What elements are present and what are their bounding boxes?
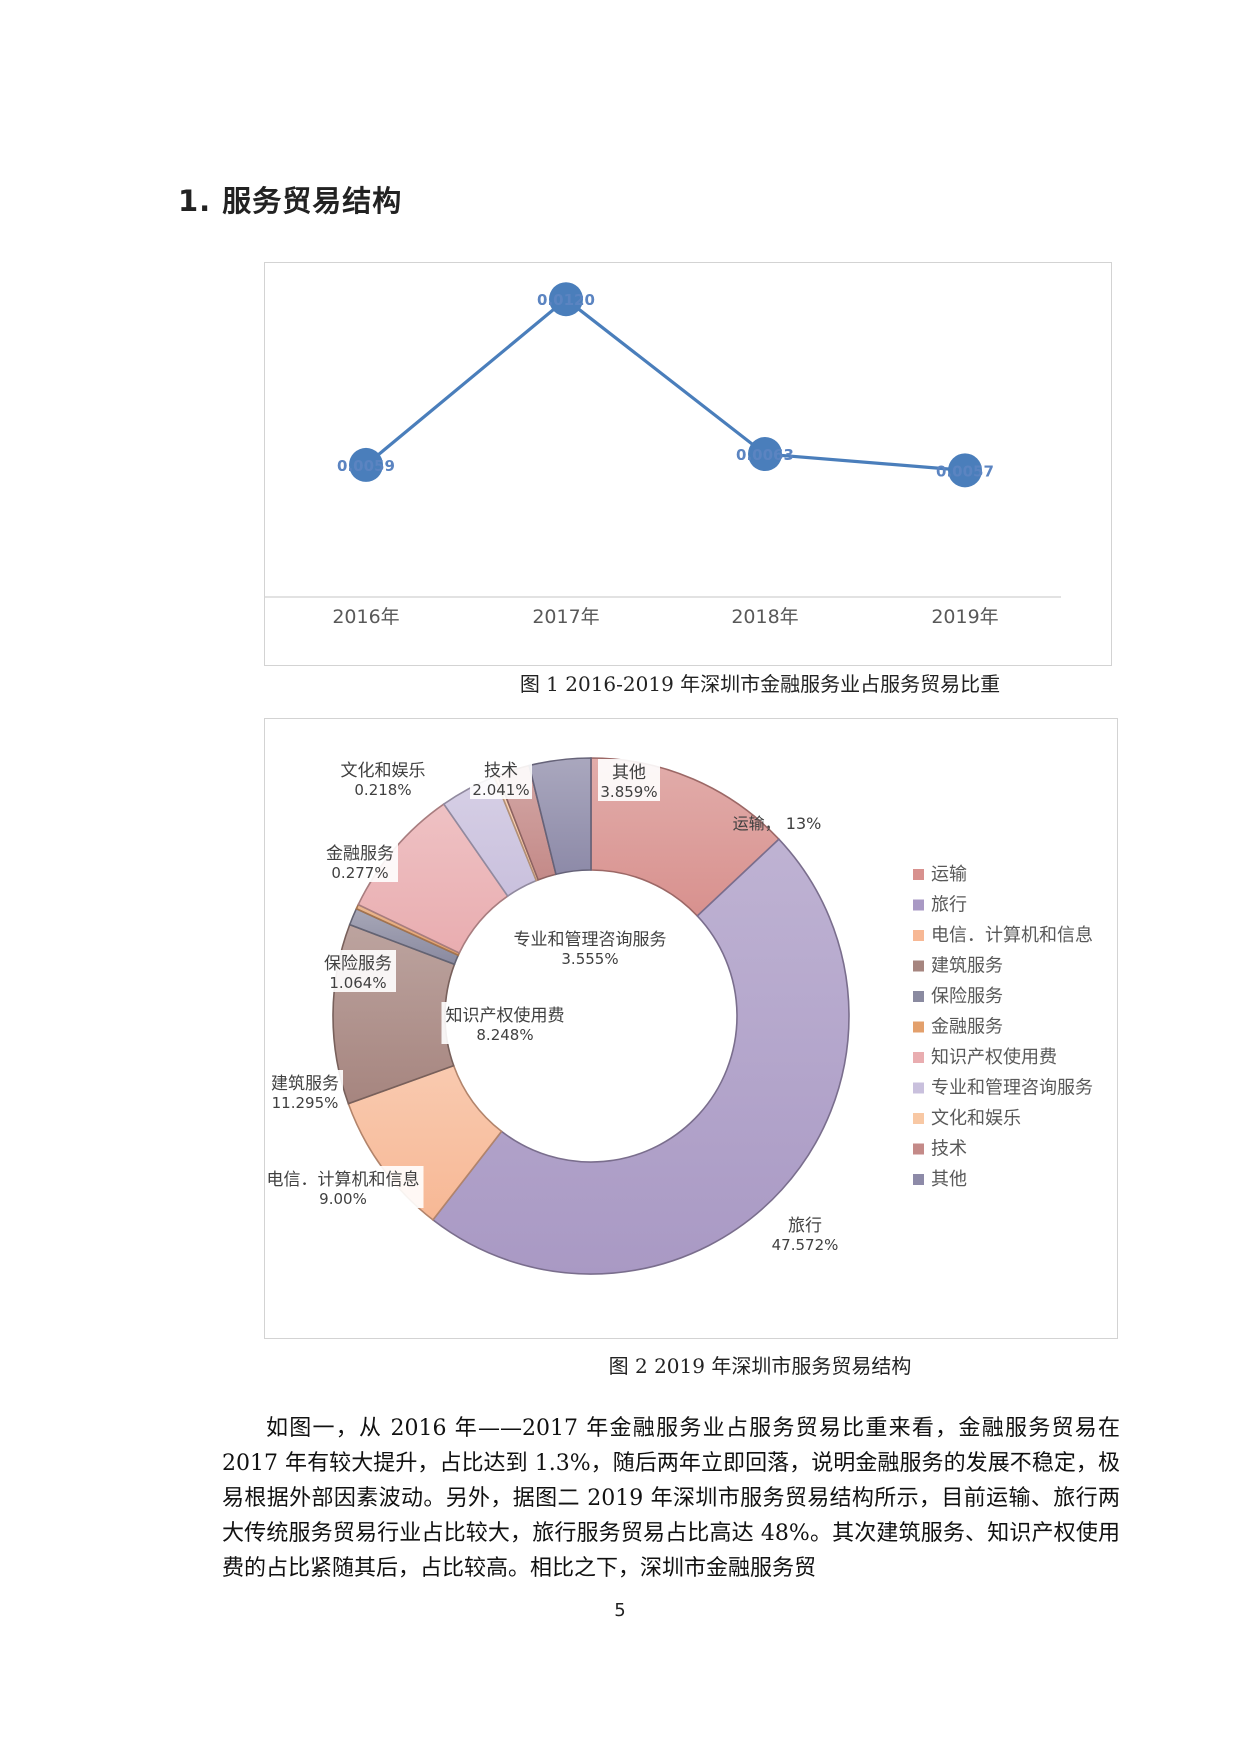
body-paragraph-block: 如图一，从 2016 年——2017 年金融服务业占服务贸易比重来看，金融服务贸… xyxy=(222,1411,1120,1586)
slice-label: 专业和管理咨询服务 xyxy=(514,930,667,950)
slice-percentage: 1.064% xyxy=(329,974,386,992)
legend-label: 保险服务 xyxy=(931,986,1003,1007)
legend-swatch xyxy=(913,899,924,911)
page-number: 5 xyxy=(614,1600,626,1621)
slice-percentage: 2.041% xyxy=(472,781,529,799)
line-chart: 0.0059 0.0120 0.0063 0.0057 2016年 2017年 2018年 2… xyxy=(265,282,1061,628)
legend-swatch xyxy=(913,1113,924,1124)
figure-2-caption: 图 2 2019 年深圳市服务贸易结构 xyxy=(608,1354,912,1378)
slice-label-background xyxy=(322,840,398,882)
legend-label: 金融服务 xyxy=(931,1017,1003,1038)
slice-label: 保险服务 xyxy=(324,954,392,974)
line-chart-frame: 0.0059 0.0120 0.0063 0.0057 2016年 2017年 2018年 2… xyxy=(264,262,1112,666)
slice-label: 其他 xyxy=(612,763,646,783)
legend-label: 建筑服务 xyxy=(931,956,1003,977)
x-tick-label: 2018年 xyxy=(731,606,798,628)
legend-swatch xyxy=(913,930,924,941)
slice-percentage: 0.218% xyxy=(354,781,411,799)
legend-label: 技术 xyxy=(931,1139,967,1160)
donut-slice xyxy=(528,757,592,876)
series-line xyxy=(364,297,966,472)
slice-label: 旅行 xyxy=(788,1216,822,1236)
legend-swatch xyxy=(913,1143,924,1155)
slice-percentage: 3.555% xyxy=(561,950,618,968)
legend-swatch xyxy=(913,960,924,972)
donut-chart: 运输， 13%旅行47.572%电信．计算机和信息9.00%建筑服务11.295… xyxy=(262,757,1093,1275)
slice-label-background xyxy=(598,759,660,801)
data-point-label: 0.0057 xyxy=(936,462,994,480)
slice-label: 技术 xyxy=(484,761,518,781)
data-point-marker xyxy=(748,437,782,472)
data-point-label: 0.0063 xyxy=(736,446,794,464)
legend-swatch xyxy=(913,1052,924,1063)
slice-label-background xyxy=(336,757,430,799)
legend-label: 文化和娱乐 xyxy=(931,1108,1021,1129)
legend-label: 运输 xyxy=(931,864,967,885)
legend-swatch xyxy=(913,869,924,880)
legend-label: 其他 xyxy=(931,1169,967,1190)
slice-label-background xyxy=(470,757,532,799)
slice-label: 运输， 13% xyxy=(733,814,822,833)
slice-percentage: 9.00% xyxy=(319,1190,367,1208)
data-point-marker xyxy=(549,282,583,317)
slice-label-background xyxy=(509,926,671,968)
legend-label: 知识产权使用费 xyxy=(931,1047,1057,1068)
slice-label: 电信．计算机和信息 xyxy=(267,1170,420,1190)
slice-percentage: 47.572% xyxy=(772,1236,839,1254)
data-point-label: 0.0120 xyxy=(537,291,595,309)
donut-chart-frame: 运输， 13% 旅行 47.572% 电信．计算机和信息 9.00% 建筑服务 11.295… xyxy=(262,718,1118,1339)
slice-percentage: 3.859% xyxy=(600,783,657,801)
x-tick-label: 2016年 xyxy=(332,606,399,628)
legend-swatch xyxy=(913,991,924,1002)
legend-label: 专业和管理咨询服务 xyxy=(931,1078,1093,1099)
slice-label-background xyxy=(262,1166,424,1208)
slice-label-background xyxy=(769,1212,841,1254)
figure-1-caption: 图 1 2016-2019 年深圳市金融服务业占服务贸易比重 xyxy=(519,672,1001,696)
slice-label: 建筑服务 xyxy=(271,1074,339,1094)
legend-label: 旅行 xyxy=(931,895,967,916)
body-paragraph: 如图一，从 2016 年——2017 年金融服务业占服务贸易比重来看，金融服务贸… xyxy=(222,1416,1120,1581)
data-point-marker xyxy=(349,447,383,482)
legend-swatch xyxy=(913,1082,924,1094)
legend-label: 电信．计算机和信息 xyxy=(931,925,1093,946)
data-point-label: 0.0059 xyxy=(337,457,395,475)
section-heading: 1. 服务贸易结构 xyxy=(178,184,403,218)
legend-swatch xyxy=(913,1174,924,1185)
slice-label: 文化和娱乐 xyxy=(341,761,426,781)
slice-label-background xyxy=(320,950,396,992)
slice-label-background xyxy=(441,1002,569,1044)
x-tick-label: 2017年 xyxy=(532,606,599,628)
slice-percentage: 8.248% xyxy=(476,1026,533,1044)
slice-percentage: 0.277% xyxy=(331,864,388,882)
donut-slice xyxy=(431,838,850,1275)
slice-percentage: 11.295% xyxy=(272,1094,339,1112)
slice-label: 金融服务 xyxy=(326,844,394,864)
x-tick-label: 2019年 xyxy=(931,606,998,628)
slice-label-background xyxy=(267,1070,343,1112)
slice-label: 知识产权使用费 xyxy=(446,1005,565,1026)
legend-swatch xyxy=(913,1021,924,1033)
data-point-marker xyxy=(948,453,982,488)
